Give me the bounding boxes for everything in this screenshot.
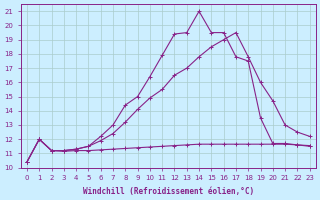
X-axis label: Windchill (Refroidissement éolien,°C): Windchill (Refroidissement éolien,°C) xyxy=(83,187,254,196)
